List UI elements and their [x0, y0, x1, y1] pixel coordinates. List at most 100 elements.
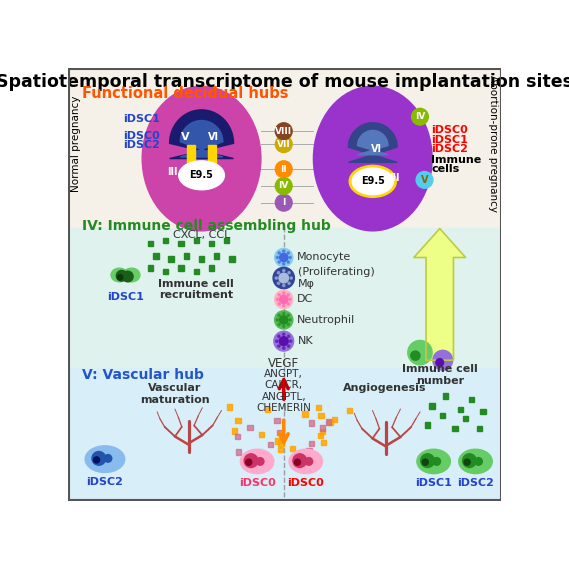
Circle shape — [275, 123, 292, 139]
Circle shape — [289, 257, 291, 259]
Circle shape — [283, 284, 285, 287]
Text: iDSC1: iDSC1 — [431, 134, 468, 145]
Text: E9.5: E9.5 — [189, 170, 213, 180]
Circle shape — [244, 454, 258, 468]
Text: V: V — [180, 132, 189, 142]
Bar — [68, 228, 501, 368]
Circle shape — [288, 282, 290, 284]
Text: V: V — [420, 175, 428, 185]
Circle shape — [278, 294, 281, 296]
Text: Immune cell
number: Immune cell number — [402, 364, 477, 386]
Text: iDSC1: iDSC1 — [415, 478, 452, 488]
Ellipse shape — [160, 105, 242, 212]
Circle shape — [116, 270, 127, 281]
Bar — [277, 430, 283, 435]
Ellipse shape — [240, 450, 274, 473]
Circle shape — [287, 261, 290, 263]
Circle shape — [305, 457, 312, 465]
Circle shape — [463, 454, 476, 468]
Circle shape — [287, 335, 290, 337]
Circle shape — [283, 263, 285, 265]
Ellipse shape — [327, 100, 419, 217]
Text: iDSC2: iDSC2 — [457, 478, 494, 488]
Ellipse shape — [187, 163, 195, 169]
Bar — [477, 426, 482, 431]
Bar — [318, 432, 323, 438]
Text: Abortion-prone pregnancy: Abortion-prone pregnancy — [488, 75, 498, 212]
Bar — [224, 238, 229, 244]
Circle shape — [273, 267, 294, 288]
Ellipse shape — [320, 93, 426, 224]
Bar — [259, 432, 264, 437]
Circle shape — [275, 195, 292, 211]
Bar — [148, 241, 153, 246]
Bar — [214, 253, 220, 259]
Circle shape — [287, 303, 290, 305]
Circle shape — [290, 277, 292, 279]
Circle shape — [283, 292, 285, 294]
Bar — [274, 418, 280, 423]
Bar — [463, 416, 468, 422]
Bar — [178, 266, 184, 271]
Text: iDSC2: iDSC2 — [123, 140, 160, 150]
Circle shape — [433, 457, 440, 465]
Text: NK: NK — [298, 336, 313, 346]
Circle shape — [416, 171, 433, 188]
Circle shape — [275, 161, 292, 178]
Bar — [440, 413, 446, 418]
Circle shape — [283, 250, 285, 252]
Bar — [168, 257, 174, 262]
Circle shape — [275, 248, 293, 267]
Circle shape — [277, 271, 279, 274]
Circle shape — [278, 345, 280, 347]
Bar — [321, 440, 326, 446]
Circle shape — [411, 108, 428, 125]
Circle shape — [275, 136, 292, 152]
Ellipse shape — [314, 86, 432, 231]
Text: III: III — [167, 167, 178, 178]
Text: Monocyte: Monocyte — [296, 253, 351, 262]
Bar — [68, 68, 501, 228]
Bar — [332, 417, 337, 422]
Circle shape — [283, 347, 285, 349]
Circle shape — [279, 253, 288, 262]
Bar — [328, 420, 333, 426]
Ellipse shape — [345, 121, 401, 197]
Text: iDSC0: iDSC0 — [123, 131, 160, 141]
Ellipse shape — [289, 450, 323, 473]
Circle shape — [283, 270, 285, 272]
Bar — [244, 454, 249, 459]
Circle shape — [475, 457, 483, 465]
Circle shape — [274, 331, 294, 351]
Bar — [236, 449, 241, 455]
Circle shape — [278, 252, 281, 254]
Bar — [278, 447, 283, 452]
Polygon shape — [180, 121, 223, 157]
Circle shape — [436, 358, 444, 366]
Circle shape — [278, 261, 281, 263]
Circle shape — [278, 303, 281, 305]
Bar — [347, 408, 352, 414]
Text: iDSC0: iDSC0 — [239, 478, 275, 488]
Text: Neutrophil: Neutrophil — [296, 315, 355, 325]
Text: ANGPT,
CALCR,
ANGPTL,
CHEMERIN: ANGPT, CALCR, ANGPTL, CHEMERIN — [256, 369, 311, 414]
Circle shape — [422, 459, 428, 465]
Polygon shape — [414, 229, 465, 360]
Circle shape — [279, 337, 288, 345]
Ellipse shape — [149, 93, 255, 224]
Bar — [452, 426, 457, 431]
Text: VI: VI — [371, 145, 382, 154]
Text: III: III — [389, 172, 399, 183]
Bar — [232, 428, 237, 434]
Bar — [148, 266, 153, 271]
Circle shape — [294, 459, 300, 465]
Bar — [227, 405, 232, 410]
Ellipse shape — [208, 163, 216, 169]
Circle shape — [287, 323, 290, 325]
Bar — [193, 238, 199, 244]
Bar — [68, 368, 501, 501]
Text: (Proliferating)
Mφ: (Proliferating) Mφ — [298, 267, 375, 289]
Text: IV: IV — [279, 182, 289, 191]
Circle shape — [278, 314, 281, 316]
Bar — [199, 257, 204, 262]
